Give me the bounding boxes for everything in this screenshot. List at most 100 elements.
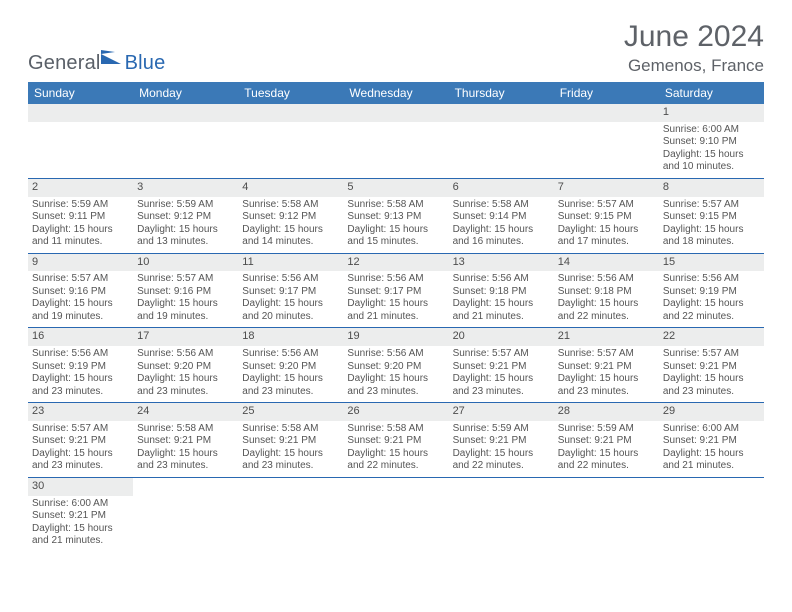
day-number: 1 <box>659 104 764 122</box>
header: General Blue June 2024 Gemenos, France <box>28 20 764 76</box>
daylight-line: Daylight: 15 hours and 18 minutes. <box>663 224 760 249</box>
calendar-row: 16Sunrise: 5:56 AMSunset: 9:19 PMDayligh… <box>28 328 764 403</box>
day-number: 15 <box>659 254 764 272</box>
sunrise-line: Sunrise: 5:57 AM <box>32 273 129 286</box>
day-number: 27 <box>449 403 554 421</box>
sunset-line: Sunset: 9:15 PM <box>663 211 760 224</box>
day-number: 23 <box>28 403 133 421</box>
calendar-cell <box>554 477 659 551</box>
brand-logo: General Blue <box>28 44 165 76</box>
calendar-row: 23Sunrise: 5:57 AMSunset: 9:21 PMDayligh… <box>28 403 764 478</box>
calendar-cell: 3Sunrise: 5:59 AMSunset: 9:12 PMDaylight… <box>133 178 238 253</box>
calendar-cell: 12Sunrise: 5:56 AMSunset: 9:17 PMDayligh… <box>343 253 448 328</box>
sunrise-line: Sunrise: 5:57 AM <box>558 348 655 361</box>
daylight-line: Daylight: 15 hours and 23 minutes. <box>137 373 234 398</box>
calendar-row: 9Sunrise: 5:57 AMSunset: 9:16 PMDaylight… <box>28 253 764 328</box>
calendar-cell: 10Sunrise: 5:57 AMSunset: 9:16 PMDayligh… <box>133 253 238 328</box>
sunset-line: Sunset: 9:12 PM <box>137 211 234 224</box>
sunset-line: Sunset: 9:11 PM <box>32 211 129 224</box>
sunset-line: Sunset: 9:17 PM <box>242 286 339 299</box>
weekday-header: Saturday <box>659 82 764 104</box>
sunrise-line: Sunrise: 5:56 AM <box>347 348 444 361</box>
calendar-page: General Blue June 2024 Gemenos, France S… <box>0 0 792 552</box>
daylight-line: Daylight: 15 hours and 22 minutes. <box>347 448 444 473</box>
calendar-cell <box>133 477 238 551</box>
daylight-line: Daylight: 15 hours and 23 minutes. <box>347 373 444 398</box>
sunrise-line: Sunrise: 5:56 AM <box>558 273 655 286</box>
calendar-cell <box>133 104 238 178</box>
daylight-line: Daylight: 15 hours and 22 minutes. <box>558 448 655 473</box>
day-number: 17 <box>133 328 238 346</box>
day-number: 5 <box>343 179 448 197</box>
day-number: 8 <box>659 179 764 197</box>
sunrise-line: Sunrise: 5:57 AM <box>32 423 129 436</box>
calendar-cell: 23 Sunrise: 5:57 AMSunset: 9:21 PMDayligh… <box>28 403 133 478</box>
daylight-line: Daylight: 15 hours and 20 minutes. <box>242 298 339 323</box>
calendar-cell: 29Sunrise: 6:00 AMSunset: 9:21 PMDayligh… <box>659 403 764 478</box>
title-block: June 2024 Gemenos, France <box>624 20 764 76</box>
day-number: 3 <box>133 179 238 197</box>
calendar-cell <box>659 477 764 551</box>
sunset-line: Sunset: 9:20 PM <box>137 361 234 374</box>
sunset-line: Sunset: 9:12 PM <box>242 211 339 224</box>
sunset-line: Sunset: 9:21 PM <box>32 435 129 448</box>
day-number: 10 <box>133 254 238 272</box>
calendar-body: 1Sunrise: 6:00 AMSunset: 9:10 PMDaylight… <box>28 104 764 552</box>
daylight-line: Daylight: 15 hours and 11 minutes. <box>32 224 129 249</box>
sunrise-line: Sunrise: 5:59 AM <box>137 199 234 212</box>
sunset-line: Sunset: 9:17 PM <box>347 286 444 299</box>
daylight-line: Daylight: 15 hours and 14 minutes. <box>242 224 339 249</box>
weekday-header: Wednesday <box>343 82 448 104</box>
day-number: 11 <box>238 254 343 272</box>
daylight-line: Daylight: 15 hours and 23 minutes. <box>32 448 129 473</box>
calendar-cell: 21Sunrise: 5:57 AMSunset: 9:21 PMDayligh… <box>554 328 659 403</box>
day-number: 28 <box>554 403 659 421</box>
daylight-line: Daylight: 15 hours and 22 minutes. <box>558 298 655 323</box>
weekday-header: Tuesday <box>238 82 343 104</box>
calendar-cell <box>554 104 659 178</box>
sunset-line: Sunset: 9:18 PM <box>558 286 655 299</box>
calendar-cell: 16Sunrise: 5:56 AMSunset: 9:19 PMDayligh… <box>28 328 133 403</box>
sunset-line: Sunset: 9:19 PM <box>32 361 129 374</box>
day-number: 12 <box>343 254 448 272</box>
sunrise-line: Sunrise: 5:59 AM <box>32 199 129 212</box>
sunrise-line: Sunrise: 5:58 AM <box>347 199 444 212</box>
calendar-cell: 4 Sunrise: 5:58 AMSunset: 9:12 PMDaylight… <box>238 178 343 253</box>
day-number: 13 <box>449 254 554 272</box>
sunrise-line: Sunrise: 5:56 AM <box>242 273 339 286</box>
sunrise-line: Sunrise: 5:56 AM <box>453 273 550 286</box>
daylight-line: Daylight: 15 hours and 15 minutes. <box>347 224 444 249</box>
calendar-row: 2Sunrise: 5:59 AMSunset: 9:11 PMDaylight… <box>28 178 764 253</box>
sunset-line: Sunset: 9:21 PM <box>347 435 444 448</box>
calendar-cell: 27Sunrise: 5:59 AMSunset: 9:21 PMDayligh… <box>449 403 554 478</box>
sunset-line: Sunset: 9:14 PM <box>453 211 550 224</box>
calendar-cell: 17Sunrise: 5:56 AMSunset: 9:20 PMDayligh… <box>133 328 238 403</box>
daylight-line: Daylight: 15 hours and 19 minutes. <box>137 298 234 323</box>
calendar-cell: 30Sunrise: 6:00 AMSunset: 9:21 PMDayligh… <box>28 477 133 551</box>
daylight-line: Daylight: 15 hours and 23 minutes. <box>663 373 760 398</box>
day-number: 26 <box>343 403 448 421</box>
sunset-line: Sunset: 9:21 PM <box>137 435 234 448</box>
sunset-line: Sunset: 9:21 PM <box>558 435 655 448</box>
calendar-cell: 8Sunrise: 5:57 AMSunset: 9:15 PMDaylight… <box>659 178 764 253</box>
day-number: 30 <box>28 478 133 496</box>
daylight-line: Daylight: 15 hours and 23 minutes. <box>242 448 339 473</box>
calendar-cell: 19Sunrise: 5:56 AMSunset: 9:20 PMDayligh… <box>343 328 448 403</box>
location: Gemenos, France <box>624 56 764 76</box>
sunrise-line: Sunrise: 5:56 AM <box>347 273 444 286</box>
calendar-cell: 2Sunrise: 5:59 AMSunset: 9:11 PMDaylight… <box>28 178 133 253</box>
day-number: 25 <box>238 403 343 421</box>
sunrise-line: Sunrise: 5:56 AM <box>663 273 760 286</box>
sunrise-line: Sunrise: 5:58 AM <box>242 199 339 212</box>
sunset-line: Sunset: 9:10 PM <box>663 136 760 149</box>
daylight-line: Daylight: 15 hours and 21 minutes. <box>347 298 444 323</box>
day-number: 24 <box>133 403 238 421</box>
brand-part2: Blue <box>125 52 166 75</box>
calendar-cell: 28Sunrise: 5:59 AMSunset: 9:21 PMDayligh… <box>554 403 659 478</box>
sunset-line: Sunset: 9:21 PM <box>453 361 550 374</box>
day-number: 4 <box>238 179 343 197</box>
daylight-line: Daylight: 15 hours and 23 minutes. <box>453 373 550 398</box>
flag-icon <box>101 50 123 68</box>
sunset-line: Sunset: 9:20 PM <box>347 361 444 374</box>
sunset-line: Sunset: 9:19 PM <box>663 286 760 299</box>
